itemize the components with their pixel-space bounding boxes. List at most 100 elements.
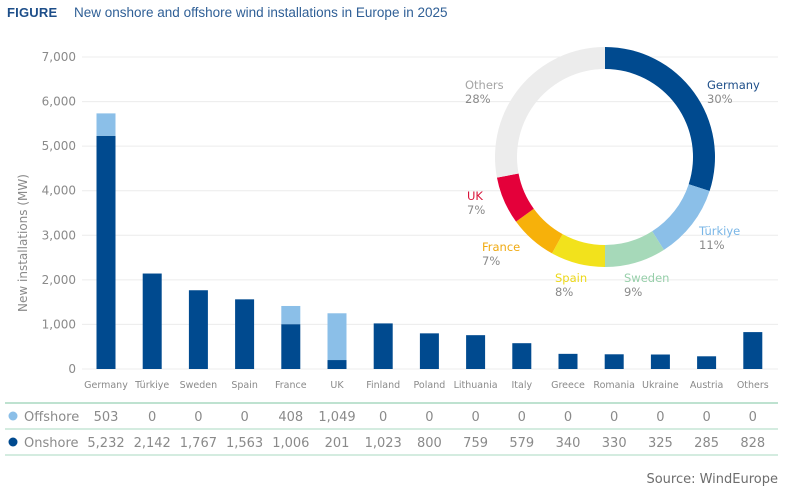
donut-pct-germany: 30%: [707, 92, 733, 106]
donut-label-others: Others: [465, 78, 504, 92]
donut-pct-spain: 8%: [555, 285, 573, 299]
table-cell: 1,023: [365, 436, 402, 451]
bar-onshore-greece: [558, 353, 578, 369]
donut-slice-trkiye: [652, 184, 710, 250]
table-cell: 1,767: [180, 436, 217, 451]
table-cell: 0: [425, 410, 433, 425]
table-cell: 285: [694, 436, 719, 451]
table-cell: 408: [278, 410, 303, 425]
table-cell: 340: [556, 436, 581, 451]
donut-pct-sweden: 9%: [624, 285, 642, 299]
table-cell: 800: [417, 436, 442, 451]
donut-label-spain: Spain: [555, 271, 587, 285]
bar-onshore-italy: [512, 343, 532, 369]
table-cell: 0: [379, 410, 387, 425]
table-cell: 1,563: [226, 436, 263, 451]
table-cell: 5,232: [87, 436, 124, 451]
table-cell: 0: [749, 410, 757, 425]
donut-pct-france: 7%: [482, 254, 500, 268]
x-category-label: France: [275, 380, 307, 391]
table-cell: 330: [602, 436, 627, 451]
bar-onshore-others: [743, 332, 763, 369]
table-cell: 325: [648, 436, 673, 451]
x-category-label: Lithuania: [454, 380, 498, 391]
donut-slice-sweden: [605, 231, 664, 267]
table-cell: 1,006: [272, 436, 309, 451]
y-tick-label: 1,000: [42, 317, 76, 331]
y-axis-label: New installations (MW): [16, 174, 30, 312]
bar-offshore-uk: [327, 313, 347, 361]
data-table: Offshore 503 0 0 0 408 1,049 0 0 0 0 0 0 0 0 0 Onshore 5,…: [5, 402, 778, 456]
x-axis-categories: Germany Türkiye Sweden Spain France UK Finland…: [84, 380, 769, 391]
bar-onshore-lithuania: [466, 335, 486, 369]
table-cell: 0: [610, 410, 618, 425]
table-cell: 0: [702, 410, 710, 425]
onshore-legend-dot: [8, 437, 18, 447]
offshore-legend-dot: [8, 411, 18, 421]
x-category-label: Spain: [231, 380, 258, 391]
donut-label-trkiye: Türkiye: [698, 224, 740, 238]
figure-label: FIGURE: [7, 5, 58, 20]
donut-label-uk: UK: [467, 189, 483, 203]
table-cell: 0: [518, 410, 526, 425]
bar-onshore-austria: [697, 356, 717, 369]
x-category-label: Greece: [551, 380, 585, 391]
y-tick-label: 0: [68, 362, 76, 376]
y-tick-label: 4,000: [42, 184, 76, 198]
bar-onshore-trkiye: [142, 273, 162, 369]
bar-offshore-germany: [96, 113, 116, 136]
bar-onshore-poland: [419, 333, 439, 369]
y-tick-label: 2,000: [42, 273, 76, 287]
x-category-label: Romania: [593, 380, 635, 391]
x-category-label: Italy: [511, 380, 532, 391]
table-cell: 2,142: [134, 436, 171, 451]
y-tick-label: 3,000: [42, 228, 76, 242]
table-cell: 759: [463, 436, 488, 451]
bar-offshore-france: [281, 305, 301, 325]
table-cell: 0: [148, 410, 156, 425]
donut-slice-others: [494, 47, 605, 178]
table-cell: 0: [471, 410, 479, 425]
donut-slice-germany: [605, 47, 715, 191]
table-cell: 0: [194, 410, 202, 425]
bar-onshore-sweden: [188, 290, 208, 369]
donut-pct-others: 28%: [465, 92, 491, 106]
onshore-row-label: Onshore: [24, 436, 79, 451]
donut-slice-uk: [496, 173, 534, 222]
donut-chart: [494, 47, 715, 267]
table-cell: 0: [240, 410, 248, 425]
donut-label-sweden: Sweden: [624, 271, 669, 285]
bar-onshore-spain: [235, 299, 255, 369]
x-category-label: Ukraine: [642, 380, 679, 391]
source-note: Source: WindEurope: [646, 472, 778, 487]
donut-slice-france: [516, 208, 563, 254]
donut-label-germany: Germany: [707, 78, 760, 92]
table-cell: 579: [509, 436, 534, 451]
table-cell: 0: [656, 410, 664, 425]
bar-onshore-france: [281, 324, 301, 369]
offshore-row-label: Offshore: [24, 410, 79, 425]
bar-onshore-ukraine: [650, 354, 670, 369]
bar-onshore-romania: [604, 354, 624, 369]
bar-onshore-uk: [327, 360, 347, 369]
y-tick-label: 5,000: [42, 139, 76, 153]
table-cell: 828: [740, 436, 765, 451]
table-cell: 201: [325, 436, 350, 451]
x-category-label: Sweden: [180, 380, 218, 391]
x-category-label: Türkiye: [134, 380, 169, 391]
donut-pct-trkiye: 11%: [699, 238, 725, 252]
figure-title: New onshore and offshore wind installati…: [74, 5, 448, 20]
table-cell: 503: [94, 410, 119, 425]
y-axis-ticks: 0 1,000 2,000 3,000 4,000 5,000 6,000 7,000: [42, 50, 76, 376]
x-category-label: Austria: [690, 380, 724, 391]
donut-pct-uk: 7%: [467, 203, 485, 217]
x-category-label: Finland: [366, 380, 400, 391]
bar-onshore-germany: [96, 135, 116, 369]
bar-onshore-finland: [373, 323, 393, 369]
x-category-label: Germany: [84, 380, 128, 391]
y-tick-label: 7,000: [42, 50, 76, 64]
donut-label-france: France: [482, 240, 520, 254]
table-cell: 1,049: [318, 410, 355, 425]
